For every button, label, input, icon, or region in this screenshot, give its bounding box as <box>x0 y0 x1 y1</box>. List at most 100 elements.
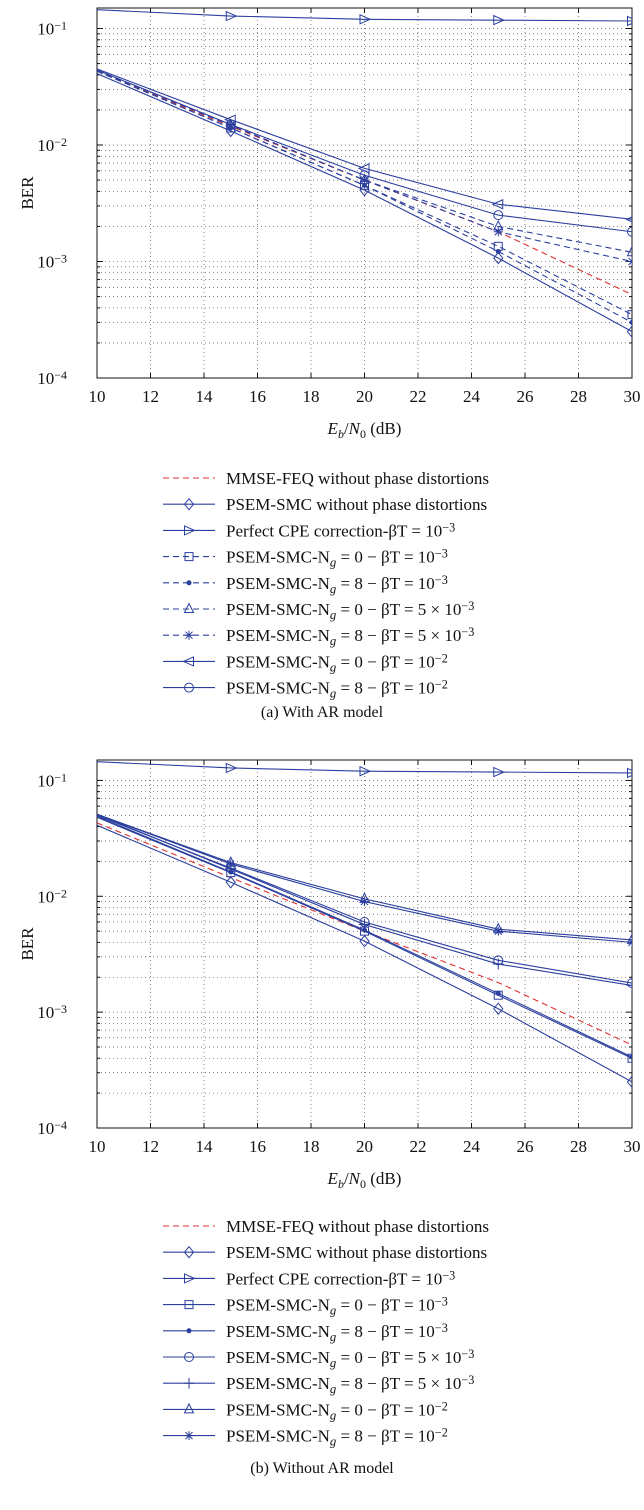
series-group <box>97 9 632 338</box>
y-tick-label: 10−4 <box>37 1118 67 1138</box>
data-point <box>626 1075 632 1089</box>
x-tick-label: 22 <box>410 387 427 406</box>
data-point <box>493 766 505 778</box>
legend-entry: PSEM-SMC without phase distortions <box>226 1243 487 1262</box>
data-point <box>627 15 632 27</box>
data-point <box>224 114 236 125</box>
series-line-2 <box>97 73 632 333</box>
series-line-1 <box>97 70 632 296</box>
data-point <box>492 958 504 970</box>
y-axis: 10−1 10−2 10−3 10−4 <box>37 770 632 1138</box>
data-point <box>359 14 372 25</box>
legend-entry: PSEM-SMC-Ng = 0 − βT = 10−2 <box>226 1399 448 1422</box>
data-point <box>360 897 369 907</box>
x-tick-label: 16 <box>249 1137 266 1156</box>
data-point <box>225 876 236 889</box>
legend-entry: PSEM-SMC-Ng = 8 − βT = 10−2 <box>226 1425 448 1448</box>
data-point <box>626 245 632 257</box>
legend-marker <box>184 525 196 536</box>
x-tick-label: 12 <box>142 387 159 406</box>
data-point <box>493 1002 504 1016</box>
x-tick-label: 10 <box>89 387 106 406</box>
x-tick-label: 12 <box>142 1137 159 1156</box>
legend-entry: PSEM-SMC-Ng = 8 − βT = 10−3 <box>226 572 448 595</box>
x-axis: 10 12 14 16 18 20 22 24 26 28 30 <box>89 8 641 406</box>
legend-entry: PSEM-SMC-Ng = 0 − βT = 5 × 10−3 <box>226 599 474 622</box>
data-point <box>491 198 504 210</box>
x-tick-label: 24 <box>463 387 481 406</box>
data-point <box>626 325 632 338</box>
data-point <box>495 990 501 996</box>
legend-marker <box>183 1245 195 1259</box>
data-point <box>225 119 236 130</box>
legend-marker <box>184 1273 196 1284</box>
y-tick-label: 10−4 <box>37 368 67 388</box>
series-line-3 <box>97 9 632 22</box>
legend-marker <box>183 1402 195 1414</box>
legend-marker <box>186 580 192 586</box>
data-point <box>627 1053 632 1063</box>
legend-entry: PSEM-SMC-Ng = 8 − βT = 5 × 10−3 <box>226 625 474 648</box>
data-point <box>495 248 501 254</box>
y-axis: 10−1 10−2 10−3 10−4 <box>37 18 632 388</box>
panel-caption: (a) With AR model <box>261 704 384 721</box>
data-point <box>629 319 632 325</box>
data-point <box>359 934 370 948</box>
series-line-4 <box>97 816 632 1059</box>
data-point <box>627 310 632 320</box>
legend-marker <box>182 656 194 667</box>
gridlines <box>97 760 632 1128</box>
legend-entry: PSEM-SMC-Ng = 8 − βT = 5 × 10−3 <box>226 1373 474 1396</box>
x-tick-label: 26 <box>517 387 534 406</box>
chart-panel-1: 10 12 14 16 18 20 22 24 26 28 30 10−1 10−2 10−3 10−4 Eb… <box>18 7 641 721</box>
y-tick-label: 10−2 <box>37 886 67 906</box>
legend-marker <box>184 630 194 640</box>
data-point <box>359 765 372 777</box>
x-axis: 10 12 14 16 18 20 22 24 26 28 30 <box>89 760 641 1156</box>
series-line-3 <box>97 761 632 774</box>
legend: MMSE-FEQ without phase distortions PSEM-S… <box>163 469 489 700</box>
legend-entry: MMSE-FEQ without phase distortions <box>226 469 489 488</box>
legend-entry: PSEM-SMC without phase distortions <box>226 495 487 514</box>
x-tick-label: 30 <box>624 387 641 406</box>
data-point <box>627 978 632 989</box>
y-axis-label: BER <box>18 176 37 210</box>
legend: MMSE-FEQ without phase distortions PSEM-S… <box>163 1217 489 1448</box>
legend-entry: PSEM-SMC-Ng = 0 − βT = 10−3 <box>226 1294 448 1317</box>
legend-marker <box>184 1352 194 1362</box>
data-point <box>627 226 632 237</box>
legend-entry: Perfect CPE correction-βT = 10−3 <box>226 1268 455 1288</box>
legend-marker <box>184 1300 194 1310</box>
legend-marker <box>183 1377 195 1389</box>
series-group <box>97 761 632 1089</box>
data-point <box>626 933 632 944</box>
y-tick-label: 10−1 <box>37 18 67 38</box>
legend-entry: PSEM-SMC-Ng = 0 − βT = 5 × 10−3 <box>226 1347 474 1370</box>
x-tick-label: 20 <box>356 1137 373 1156</box>
data-point <box>627 937 632 947</box>
x-tick-label: 28 <box>570 1137 587 1156</box>
data-point <box>225 762 238 774</box>
data-point <box>225 10 238 22</box>
data-point <box>627 257 632 267</box>
data-point <box>359 919 370 931</box>
data-point <box>629 1054 632 1060</box>
y-tick-label: 10−1 <box>37 770 67 790</box>
x-axis-label: Eb/N0 (dB) <box>327 419 402 441</box>
x-tick-label: 18 <box>303 1137 320 1156</box>
x-tick-label: 14 <box>196 1137 214 1156</box>
data-point <box>493 227 503 237</box>
data-point <box>359 183 370 197</box>
x-tick-label: 10 <box>89 1137 106 1156</box>
data-point <box>493 210 504 221</box>
x-axis-label: Eb/N0 (dB) <box>327 1169 402 1191</box>
x-tick-label: 22 <box>410 1137 427 1156</box>
data-point <box>226 120 236 130</box>
x-tick-label: 28 <box>570 387 587 406</box>
x-tick-label: 24 <box>463 1137 481 1156</box>
legend-entry: PSEM-SMC-Ng = 0 − βT = 10−2 <box>226 651 448 674</box>
legend-entry: Perfect CPE correction-βT = 10−3 <box>226 520 455 540</box>
legend-entry: PSEM-SMC-Ng = 0 − βT = 10−3 <box>226 546 448 569</box>
legend-entry: PSEM-SMC-Ng = 8 − βT = 10−2 <box>226 677 448 700</box>
y-tick-label: 10−3 <box>37 251 67 271</box>
